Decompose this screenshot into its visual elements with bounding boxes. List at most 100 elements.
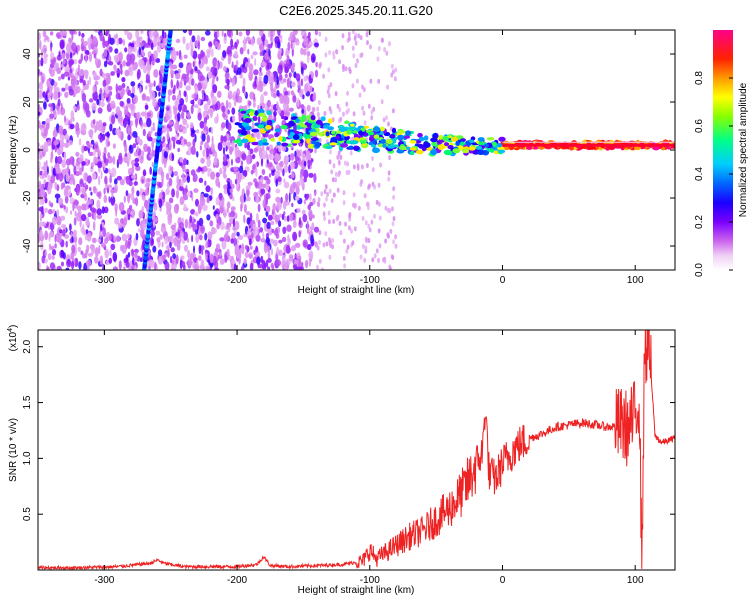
noise-cell bbox=[53, 140, 59, 146]
signal-cell bbox=[432, 133, 437, 140]
noise-cell bbox=[129, 205, 133, 210]
noise-cell bbox=[239, 247, 244, 254]
noise-cell bbox=[96, 214, 103, 220]
noise-cell bbox=[206, 134, 210, 144]
noise-cell bbox=[169, 140, 172, 151]
noise-cell bbox=[299, 177, 304, 187]
noise-cell bbox=[376, 56, 380, 62]
x-tick-label: 0 bbox=[500, 575, 506, 586]
noise-cell bbox=[50, 105, 53, 113]
signal-cell bbox=[372, 126, 381, 133]
noise-cell bbox=[126, 233, 130, 240]
noise-cell bbox=[291, 245, 296, 252]
noise-cell bbox=[64, 134, 70, 140]
noise-cell bbox=[362, 110, 366, 116]
noise-cell bbox=[165, 188, 170, 196]
noise-cell bbox=[100, 170, 103, 180]
noise-cell bbox=[161, 30, 165, 38]
noise-cell bbox=[104, 93, 109, 99]
noise-cell bbox=[206, 214, 211, 221]
noise-cell bbox=[227, 109, 230, 115]
noise-cell bbox=[230, 238, 234, 244]
noise-cell bbox=[66, 259, 72, 268]
noise-cell bbox=[163, 151, 168, 159]
noise-cell bbox=[109, 234, 112, 241]
noise-cell bbox=[318, 230, 322, 236]
signal-cell bbox=[469, 139, 475, 143]
noise-cell bbox=[165, 114, 171, 121]
snr-y-scale-exponent: 4 bbox=[7, 328, 14, 332]
noise-cell bbox=[252, 223, 257, 231]
noise-cell bbox=[58, 172, 64, 182]
noise-cell bbox=[152, 138, 158, 143]
noise-cell bbox=[226, 78, 230, 86]
noise-cell bbox=[41, 221, 47, 227]
noise-cell bbox=[72, 201, 75, 212]
noise-cell bbox=[92, 119, 96, 125]
noise-cell bbox=[93, 71, 97, 78]
noise-cell bbox=[392, 239, 395, 245]
noise-cell bbox=[383, 258, 387, 264]
noise-cell bbox=[269, 148, 275, 155]
noise-cell bbox=[341, 33, 345, 39]
noise-cell bbox=[195, 198, 199, 207]
noise-cell bbox=[124, 105, 129, 116]
noise-cell bbox=[73, 199, 79, 206]
signal-cell bbox=[325, 131, 330, 137]
noise-cell bbox=[108, 257, 113, 264]
noise-cell bbox=[231, 158, 233, 166]
noise-cell bbox=[370, 115, 374, 121]
noise-cell bbox=[223, 135, 227, 143]
noise-cell bbox=[153, 50, 159, 60]
noise-cell bbox=[123, 266, 126, 270]
noise-cell bbox=[212, 227, 217, 234]
noise-cell bbox=[232, 196, 235, 202]
noise-cell bbox=[306, 104, 311, 112]
noise-cell bbox=[342, 255, 346, 261]
noise-cell bbox=[108, 196, 111, 203]
noise-cell bbox=[298, 230, 302, 238]
noise-cell bbox=[166, 131, 170, 140]
noise-cell bbox=[205, 66, 210, 72]
noise-cell bbox=[274, 86, 277, 93]
noise-cell bbox=[75, 162, 80, 167]
noise-cell bbox=[212, 103, 216, 112]
noise-cell bbox=[70, 251, 75, 260]
noise-cell bbox=[109, 91, 113, 96]
noise-cell bbox=[153, 69, 159, 78]
signal-cell bbox=[317, 120, 323, 126]
signal-cell bbox=[397, 134, 405, 141]
noise-cell bbox=[271, 228, 275, 234]
colorbar-tick-label: 0.6 bbox=[694, 119, 705, 133]
noise-cell bbox=[332, 218, 335, 224]
noise-cell bbox=[260, 94, 265, 104]
noise-cell bbox=[259, 51, 264, 57]
noise-cell bbox=[375, 248, 379, 254]
noise-cell bbox=[168, 177, 173, 187]
noise-cell bbox=[123, 117, 127, 128]
noise-cell bbox=[76, 205, 82, 212]
noise-cell bbox=[267, 258, 272, 263]
noise-cell bbox=[212, 84, 218, 94]
noise-cell bbox=[109, 175, 112, 184]
noise-cell bbox=[102, 227, 106, 238]
noise-cell bbox=[127, 194, 131, 204]
noise-cell bbox=[365, 201, 369, 207]
noise-cell bbox=[388, 41, 391, 47]
noise-cell bbox=[176, 175, 180, 186]
noise-cell bbox=[64, 234, 69, 240]
signal-cell bbox=[353, 133, 359, 139]
noise-cell bbox=[64, 195, 69, 204]
noise-cell bbox=[157, 256, 163, 265]
noise-cell bbox=[80, 250, 84, 255]
noise-cell bbox=[140, 229, 145, 239]
noise-cell bbox=[314, 42, 319, 48]
signal-cell bbox=[301, 114, 307, 121]
noise-cell bbox=[173, 171, 178, 176]
noise-cell bbox=[197, 82, 202, 91]
noise-cell bbox=[67, 76, 70, 81]
noise-cell bbox=[103, 206, 109, 214]
noise-cell bbox=[175, 203, 179, 211]
noise-cell bbox=[171, 136, 176, 142]
noise-cell bbox=[100, 101, 105, 108]
